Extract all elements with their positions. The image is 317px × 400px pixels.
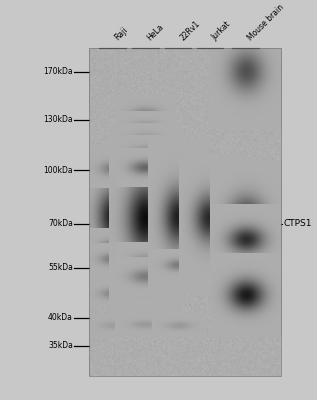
Text: 22Rv1: 22Rv1	[178, 18, 202, 42]
Text: 40kDa: 40kDa	[48, 314, 73, 322]
Text: Mouse brain: Mouse brain	[246, 2, 285, 42]
Text: 55kDa: 55kDa	[48, 264, 73, 272]
Text: 35kDa: 35kDa	[48, 342, 73, 350]
Bar	[89, 48, 281, 376]
Text: CTPS1: CTPS1	[284, 220, 312, 228]
Text: 170kDa: 170kDa	[43, 68, 73, 76]
Text: 130kDa: 130kDa	[43, 116, 73, 124]
Text: Jurkat: Jurkat	[210, 20, 232, 42]
Bar	[89, 48, 281, 376]
Text: 100kDa: 100kDa	[43, 166, 73, 174]
Text: 70kDa: 70kDa	[48, 220, 73, 228]
Text: HeLa: HeLa	[145, 22, 165, 42]
Text: Raji: Raji	[113, 25, 129, 42]
